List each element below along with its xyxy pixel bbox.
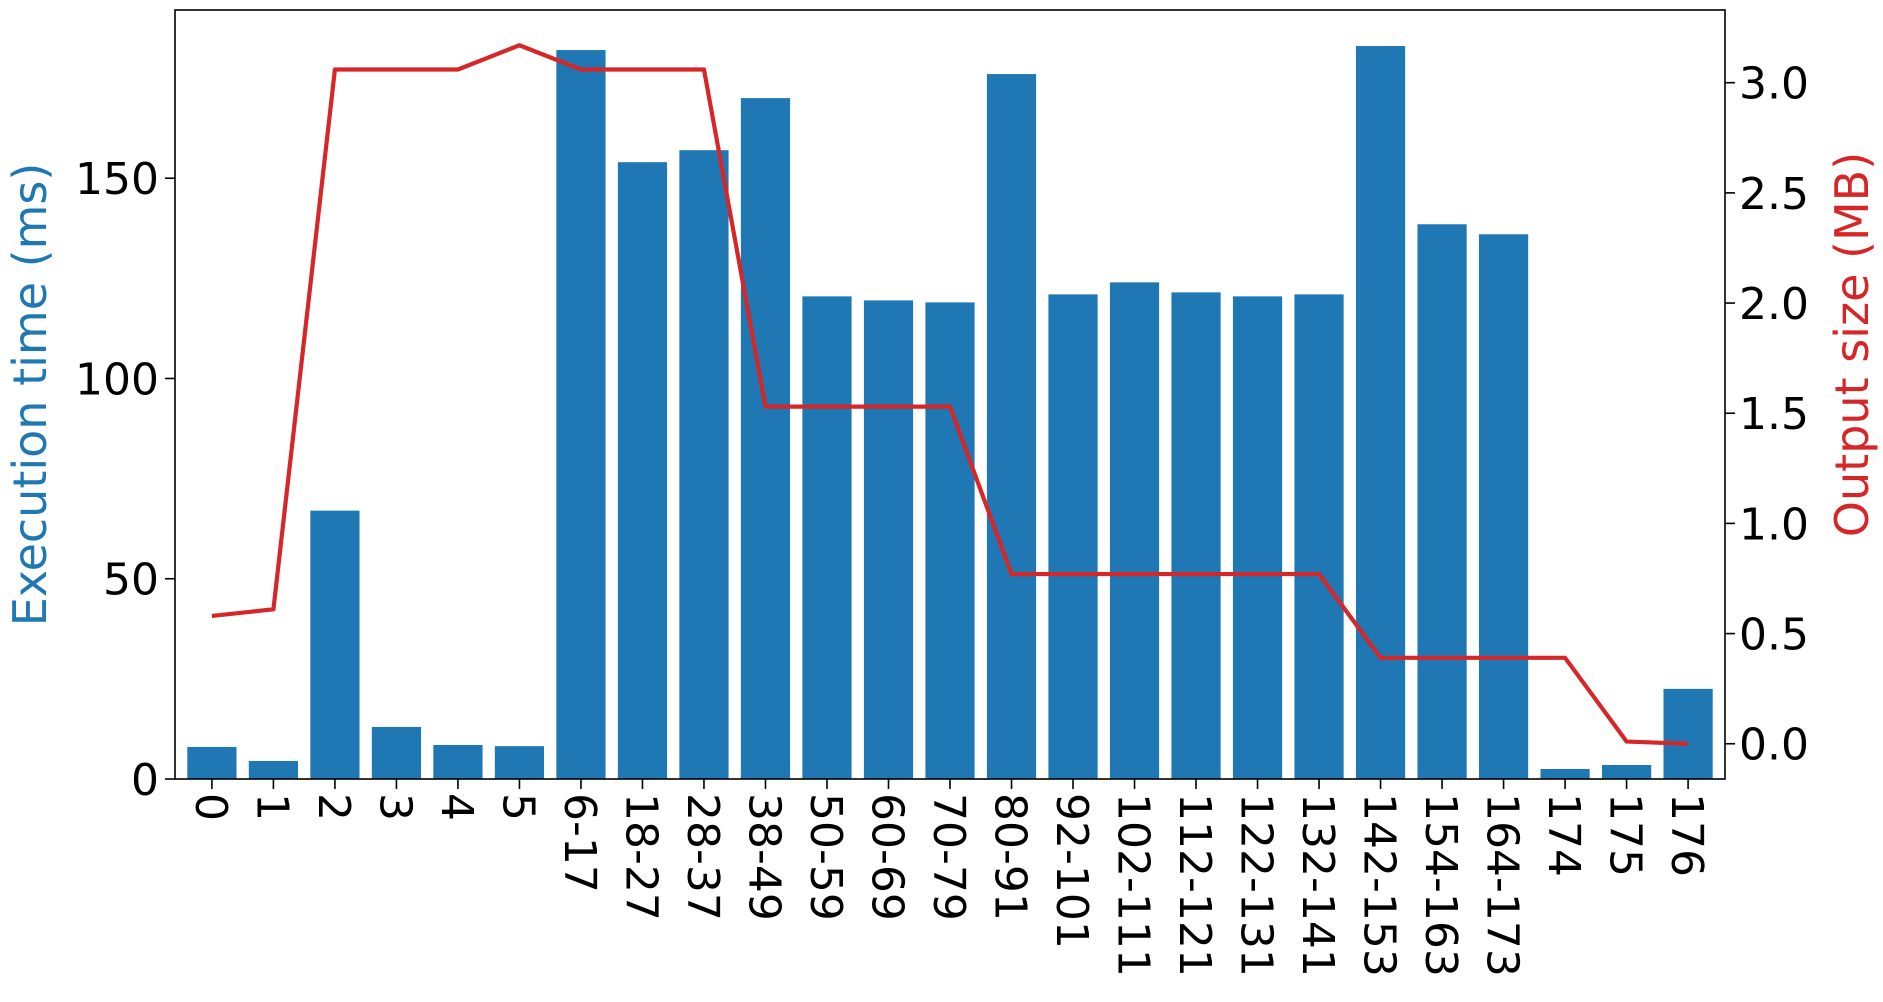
x-tick-label: 1 <box>246 793 297 821</box>
output-size-line <box>211 43 1689 746</box>
right-tick-label: 2.0 <box>1739 279 1809 330</box>
x-tick-label: 6-17 <box>554 793 605 893</box>
left-y-axis: 0 50 100 150 <box>75 154 175 806</box>
bar-50-59 <box>802 296 852 779</box>
x-tick-label: 142-153 <box>1354 793 1405 977</box>
bar-142-153 <box>1355 46 1406 779</box>
left-axis-title: Execution time (ms) <box>3 163 57 627</box>
bar-175 <box>1601 764 1652 779</box>
left-tick-label: 100 <box>75 354 159 405</box>
bar-122-131 <box>1232 296 1283 779</box>
x-tick-label: 122-131 <box>1231 793 1282 977</box>
x-tick-label: 112-121 <box>1169 793 1220 977</box>
line-series-layer <box>211 43 1689 746</box>
bar-70-79 <box>925 302 975 779</box>
bar-102-111 <box>1109 282 1160 779</box>
right-tick-label: 0.0 <box>1739 720 1809 771</box>
x-tick-label: 80-91 <box>985 793 1036 921</box>
x-tick-label: 18-27 <box>615 793 666 921</box>
bar-0 <box>187 746 237 779</box>
bar-112-121 <box>1171 292 1221 779</box>
left-tick-label: 0 <box>131 755 159 806</box>
x-tick-label: 0 <box>185 793 236 821</box>
left-tick-label: 150 <box>75 154 159 205</box>
x-tick-label: 28-37 <box>677 793 728 921</box>
bar-38-49 <box>740 98 791 780</box>
bar-176 <box>1663 688 1713 779</box>
bar-132-141 <box>1294 294 1344 779</box>
bar-80-91 <box>986 74 1037 780</box>
x-tick-label: 132-141 <box>1292 793 1343 977</box>
bar-3 <box>371 726 422 779</box>
right-tick-label: 1.0 <box>1739 499 1809 550</box>
x-tick-label: 4 <box>431 793 482 821</box>
bar-5 <box>494 746 545 779</box>
right-tick-label: 3.0 <box>1739 59 1809 110</box>
right-axis-title: Output size (MB) <box>1825 152 1879 537</box>
right-y-axis: 0.0 0.5 1.0 1.5 2.0 2.5 3.0 <box>1725 59 1809 771</box>
x-tick-label: 176 <box>1661 793 1712 877</box>
right-tick-label: 0.5 <box>1739 610 1809 661</box>
bar-60-69 <box>863 300 914 779</box>
x-tick-label: 102-111 <box>1108 793 1159 977</box>
bar-6-17 <box>556 50 606 780</box>
bar-1 <box>248 760 299 779</box>
x-tick-label: 60-69 <box>861 793 912 921</box>
bar-174 <box>1540 768 1590 779</box>
left-tick-label: 50 <box>103 555 159 606</box>
bar-4 <box>433 744 483 779</box>
bar-series <box>187 46 1713 780</box>
x-tick-label: 70-79 <box>923 793 974 921</box>
bar-18-27 <box>617 162 668 779</box>
bar-28-37 <box>679 150 729 779</box>
right-tick-label: 1.5 <box>1739 389 1809 440</box>
bar-164-173 <box>1478 234 1529 779</box>
x-tick-label: 175 <box>1600 793 1651 877</box>
bar-2 <box>310 510 360 779</box>
x-tick-label: 38-49 <box>738 793 789 921</box>
x-tick-label: 164-173 <box>1477 793 1528 977</box>
x-tick-label: 92-101 <box>1046 793 1097 949</box>
x-tick-label: 2 <box>308 793 359 821</box>
x-axis: 0 1 2 3 4 5 6-17 18-27 28-37 38-49 50-59 60-69 70-79… <box>185 779 1712 977</box>
bar-154-163 <box>1417 224 1467 780</box>
x-tick-label: 5 <box>492 793 543 821</box>
x-tick-label: 50-59 <box>800 793 851 921</box>
bar-92-101 <box>1048 294 1098 779</box>
x-tick-label: 154-163 <box>1415 793 1466 977</box>
x-tick-label: 3 <box>369 793 420 821</box>
x-tick-label: 174 <box>1538 793 1589 877</box>
right-tick-label: 2.5 <box>1739 169 1809 220</box>
